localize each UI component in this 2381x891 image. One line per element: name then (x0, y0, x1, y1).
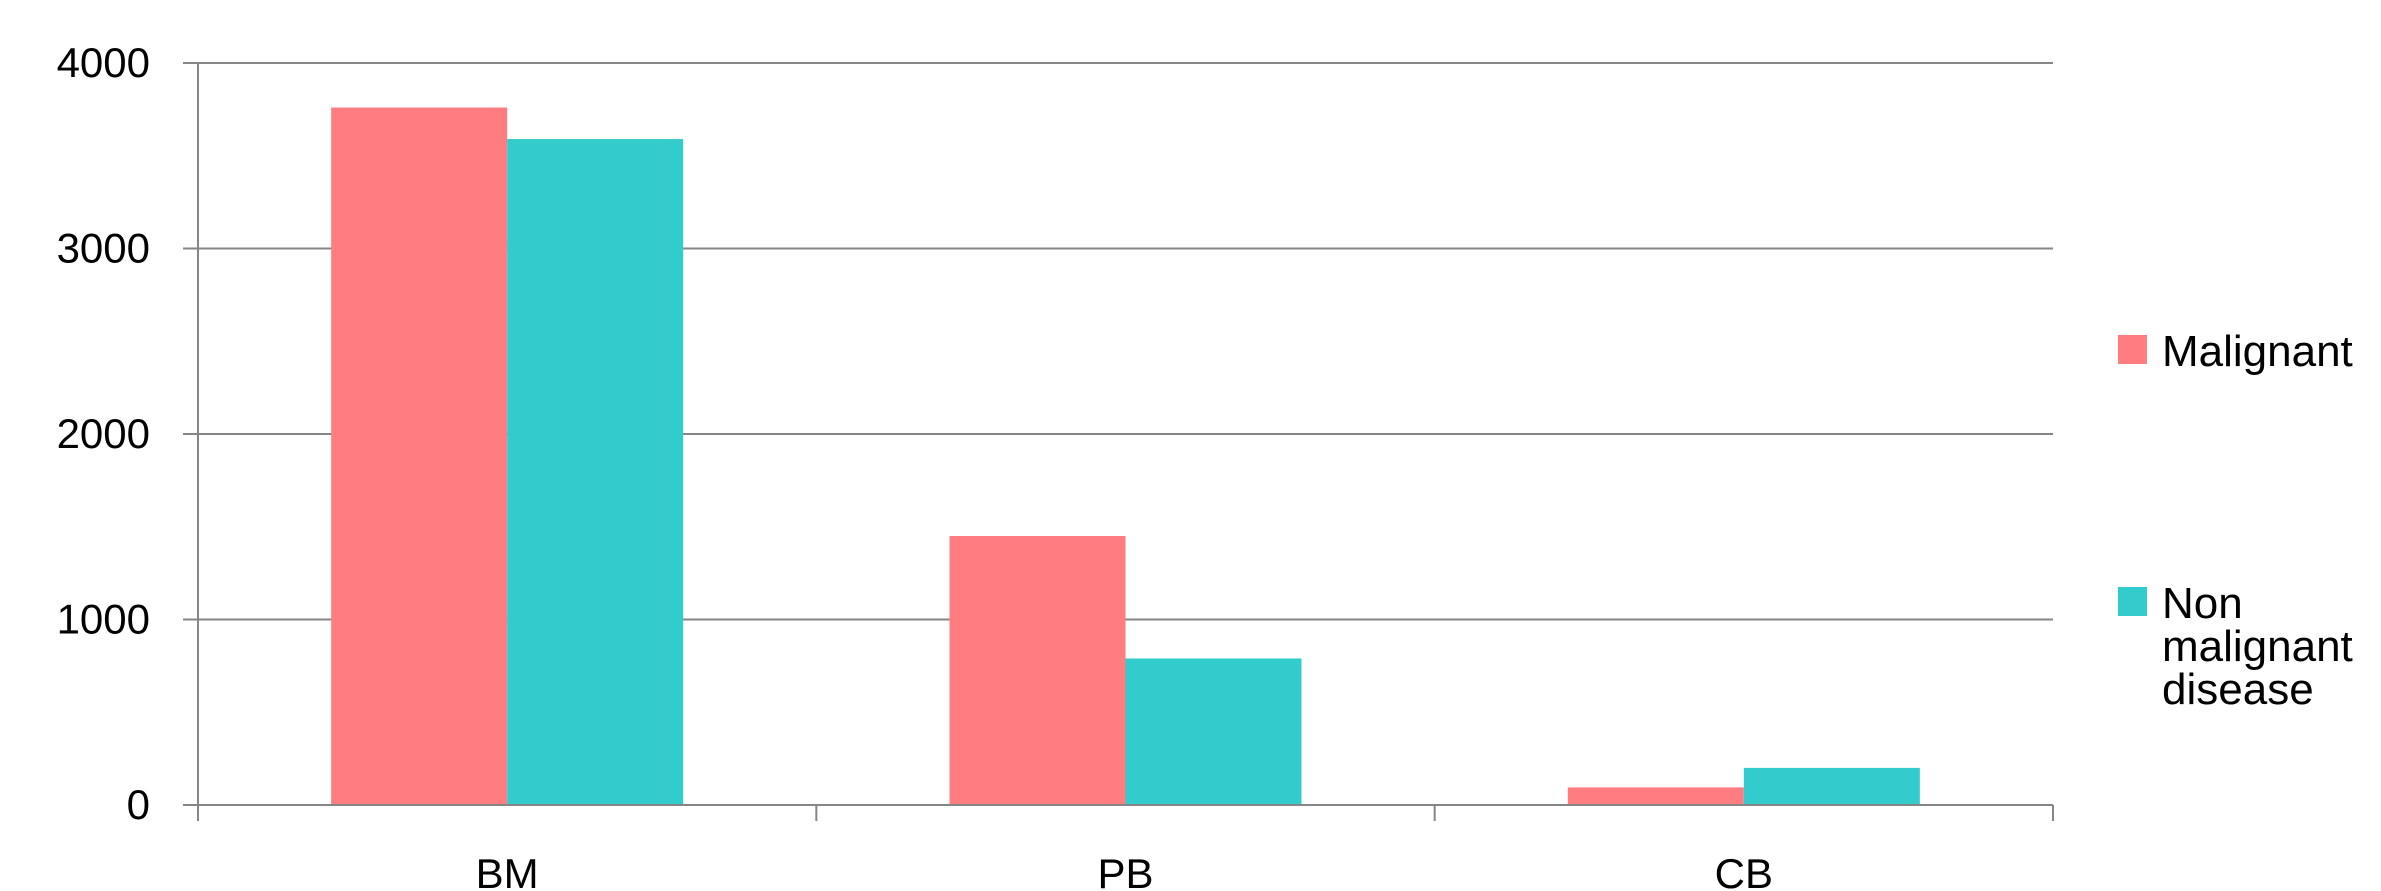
axes (183, 62, 2054, 821)
bar-cb-series-1 (1567, 787, 1744, 805)
x-tick-labels: BM PB CB (476, 850, 1773, 891)
x-tick-label: BM (476, 850, 539, 891)
bar-pb-series-2 (1125, 658, 1302, 805)
bar-pb-series-1 (949, 536, 1126, 805)
bar-cb-series-2 (1743, 767, 1920, 805)
bars (331, 107, 1920, 805)
bar-bm-series-1 (331, 107, 508, 805)
legend-label: Malignant (2162, 327, 2353, 376)
legend-label: disease (2162, 665, 2314, 714)
y-tick-label: 0 (127, 781, 150, 828)
y-tick-label: 4000 (57, 39, 150, 86)
bar-bm-series-2 (507, 139, 684, 805)
legend-swatch (2118, 335, 2147, 364)
y-tick-label: 1000 (57, 596, 150, 643)
legend-swatch (2118, 587, 2147, 616)
x-tick-label: PB (1097, 850, 1153, 891)
x-tick-label: CB (1715, 850, 1773, 891)
legend-label: malignant (2162, 622, 2353, 671)
y-tick-labels: 0 1000 2000 3000 4000 (57, 39, 150, 828)
y-tick-label: 2000 (57, 410, 150, 457)
y-tick-label: 3000 (57, 225, 150, 272)
legend-label: Non (2162, 579, 2243, 628)
